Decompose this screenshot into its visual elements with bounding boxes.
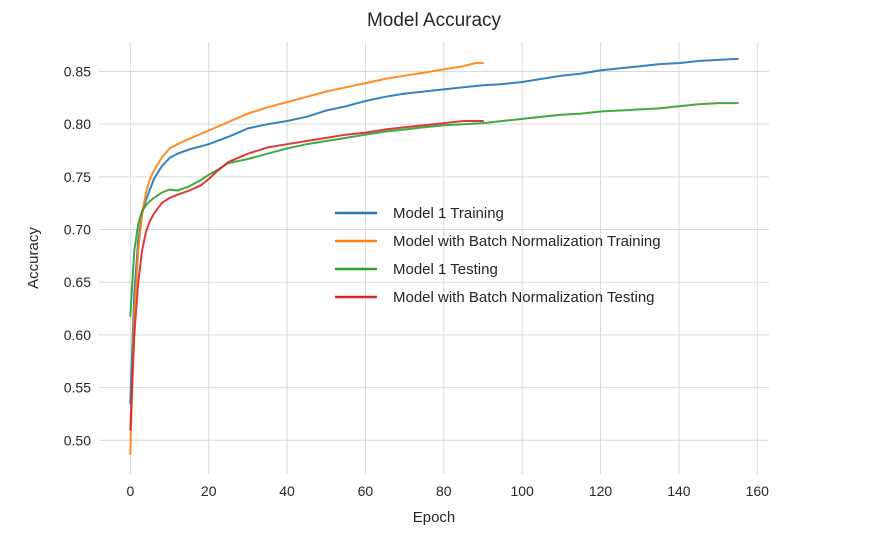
y-tick-label: 0.70 — [64, 222, 91, 238]
y-tick-label: 0.75 — [64, 169, 91, 185]
x-tick-label: 40 — [279, 483, 295, 499]
x-tick-label: 100 — [510, 483, 534, 499]
series-line-4 — [129, 120, 484, 431]
legend-label: Model with Batch Normalization Training — [393, 233, 661, 250]
y-tick-labels: 0.50 0.55 0.60 0.65 0.70 0.75 0.80 0.85 — [64, 64, 91, 449]
x-tick-label: 160 — [746, 483, 770, 499]
x-axis-label: Epoch — [413, 509, 456, 526]
legend: Model 1 Training Model with Batch Normali… — [335, 205, 661, 306]
x-tick-label: 140 — [667, 483, 691, 499]
y-tick-label: 0.50 — [64, 432, 91, 448]
series-line-3 — [129, 102, 739, 317]
x-tick-labels: 0 20 40 60 80 100 120 140 160 — [126, 483, 769, 499]
x-tick-label: 80 — [436, 483, 452, 499]
series-lines — [129, 57, 739, 455]
y-tick-label: 0.65 — [64, 274, 91, 290]
chart-title: Model Accuracy — [367, 10, 502, 31]
y-tick-label: 0.55 — [64, 380, 91, 396]
legend-label: Model 1 Testing — [393, 261, 498, 278]
x-tick-label: 60 — [358, 483, 374, 499]
grid — [99, 42, 769, 474]
y-tick-label: 0.80 — [64, 116, 91, 132]
plot-area — [99, 42, 769, 474]
y-tick-label: 0.85 — [64, 64, 91, 80]
x-tick-label: 0 — [126, 483, 134, 499]
series-line-1 — [129, 57, 739, 405]
x-tick-label: 20 — [201, 483, 217, 499]
series-line-2 — [129, 62, 484, 455]
y-tick-label: 0.60 — [64, 327, 91, 343]
x-tick-label: 120 — [589, 483, 613, 499]
legend-label: Model 1 Training — [393, 205, 504, 222]
legend-label: Model with Batch Normalization Testing — [393, 289, 655, 306]
y-axis-label: Accuracy — [25, 227, 42, 289]
